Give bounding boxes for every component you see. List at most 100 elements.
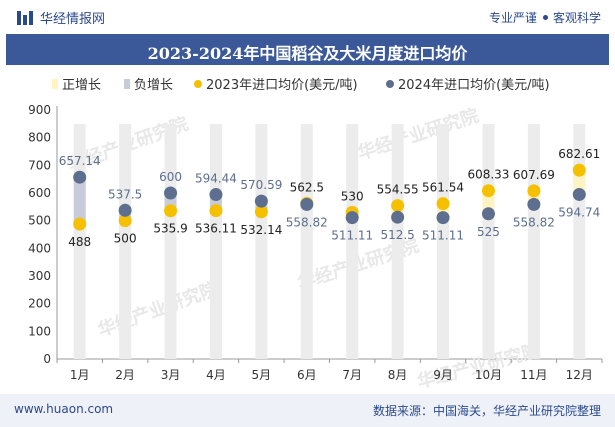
legend-swatch-positive (52, 78, 58, 89)
data-label-2023: 608.33 (467, 168, 509, 182)
x-tick-label: 5月 (252, 368, 272, 382)
data-label-2024: 537.5 (108, 187, 142, 201)
data-label-2023: 500 (114, 232, 137, 246)
negative-growth-bar (73, 177, 86, 224)
data-label-2024: 525 (477, 225, 500, 239)
legend-item-2024: 2024年进口均价(美元/吨) (386, 74, 550, 93)
tagline-left: 专业严谨 (488, 11, 537, 25)
y-tick-label: 600 (28, 186, 51, 200)
legend-label-negative: 负增长 (134, 78, 174, 93)
x-tick-label: 11月 (520, 368, 547, 382)
data-label-2024: 657.14 (59, 154, 101, 168)
y-tick-label: 900 (28, 103, 51, 117)
point-2024 (164, 186, 178, 200)
brand-name: 华经情报网 (40, 12, 106, 27)
background-column (300, 124, 313, 359)
point-2024 (209, 188, 223, 202)
point-2023 (436, 197, 450, 211)
background-column (391, 124, 404, 359)
y-tick-label: 100 (28, 324, 51, 338)
title-bar: 2023-2024年中国稻谷及大米月度进口均价 (6, 34, 609, 65)
watermark-text: 华经产业研究院 (95, 277, 221, 341)
tagline-right: 客观科学 (552, 11, 601, 25)
logo-icon (17, 11, 33, 25)
positive-growth-bar (573, 170, 586, 195)
legend-item-2023: 2023年进口均价(美元/吨) (194, 74, 358, 93)
data-label-2023: 535.9 (153, 222, 187, 236)
x-tick-label: 3月 (161, 368, 181, 382)
legend-item-negative: 负增长 (124, 74, 173, 93)
dot-icon (542, 15, 548, 20)
data-label-2024: 511.11 (331, 229, 373, 243)
data-label-2024: 594.44 (195, 172, 237, 186)
point-2024 (300, 197, 314, 211)
point-2024 (73, 170, 87, 184)
point-2023 (572, 163, 586, 177)
x-tick-label: 12月 (566, 368, 593, 382)
background-column (437, 124, 450, 359)
legend-item-positive: 正增长 (52, 74, 101, 93)
point-2023 (209, 204, 223, 218)
top-bar: 华经情报网 专业严谨 客观科学 (0, 0, 615, 34)
point-2023 (527, 184, 541, 198)
x-tick-label: 1月 (70, 368, 90, 382)
data-label-2023: 561.54 (422, 181, 464, 195)
data-label-2024: 511.11 (422, 229, 464, 243)
data-label-2024: 600 (159, 170, 182, 184)
x-tick-label: 6月 (297, 368, 317, 382)
data-label-2023: 607.69 (513, 168, 555, 182)
data-label-2023: 536.11 (195, 222, 237, 236)
footer-website: www.huaon.com (14, 402, 114, 416)
background-column (119, 124, 132, 359)
legend-swatch-2024 (386, 79, 394, 88)
y-tick-label: 0 (43, 352, 51, 366)
background-column (482, 124, 495, 359)
y-tick-label: 200 (28, 297, 51, 311)
data-label-2024: 558.82 (286, 215, 328, 229)
x-tick-label: 9月 (433, 368, 453, 382)
x-tick-label: 4月 (206, 368, 226, 382)
tagline: 专业严谨 客观科学 (489, 9, 601, 26)
background-column (527, 124, 540, 359)
point-2024 (436, 211, 450, 225)
legend-label-2023: 2023年进口均价(美元/吨) (206, 78, 358, 93)
legend-label-positive: 正增长 (62, 78, 102, 93)
data-label-2023: 682.61 (558, 147, 600, 161)
point-2023 (73, 217, 87, 231)
background-column (346, 124, 359, 359)
watermark-text: 华经产业研究院 (415, 339, 542, 393)
point-2023 (254, 205, 268, 219)
point-2023 (481, 184, 495, 198)
point-2024 (345, 211, 359, 225)
x-tick-label: 8月 (388, 368, 408, 382)
point-2024 (481, 207, 495, 221)
background-column (255, 124, 268, 359)
chart-title: 2023-2024年中国稻谷及大米月度进口均价 (147, 44, 468, 63)
y-tick-label: 800 (28, 131, 51, 145)
y-tick-label: 700 (28, 158, 51, 172)
data-label-2024: 594.74 (558, 205, 600, 219)
x-tick-label: 2月 (115, 368, 135, 382)
data-label-2023: 532.14 (240, 223, 282, 237)
data-label-2023: 488 (68, 235, 91, 249)
data-label-2023: 530 (341, 189, 364, 203)
data-label-2024: 512.5 (380, 228, 414, 242)
data-label-2024: 558.82 (513, 215, 555, 229)
footer: www.huaon.com 数据来源：中国海关，华经产业研究院整理 (0, 394, 615, 427)
point-2024 (118, 203, 132, 217)
point-2024 (391, 210, 405, 224)
legend-swatch-negative (124, 78, 130, 89)
x-tick-label: 7月 (342, 368, 362, 382)
point-2023 (118, 214, 132, 228)
legend-label-2024: 2024年进口均价(美元/吨) (398, 78, 550, 93)
footer-source: 数据来源：中国海关，华经产业研究院整理 (372, 404, 601, 418)
point-2024 (254, 194, 268, 208)
x-tick-label: 10月 (475, 368, 502, 382)
point-2024 (572, 187, 586, 201)
legend-swatch-2023 (194, 79, 202, 88)
watermark-text: 华经产业研究院 (355, 104, 482, 164)
data-label-2023: 562.5 (290, 180, 324, 194)
y-tick-label: 300 (28, 269, 51, 283)
point-2023 (164, 204, 178, 218)
